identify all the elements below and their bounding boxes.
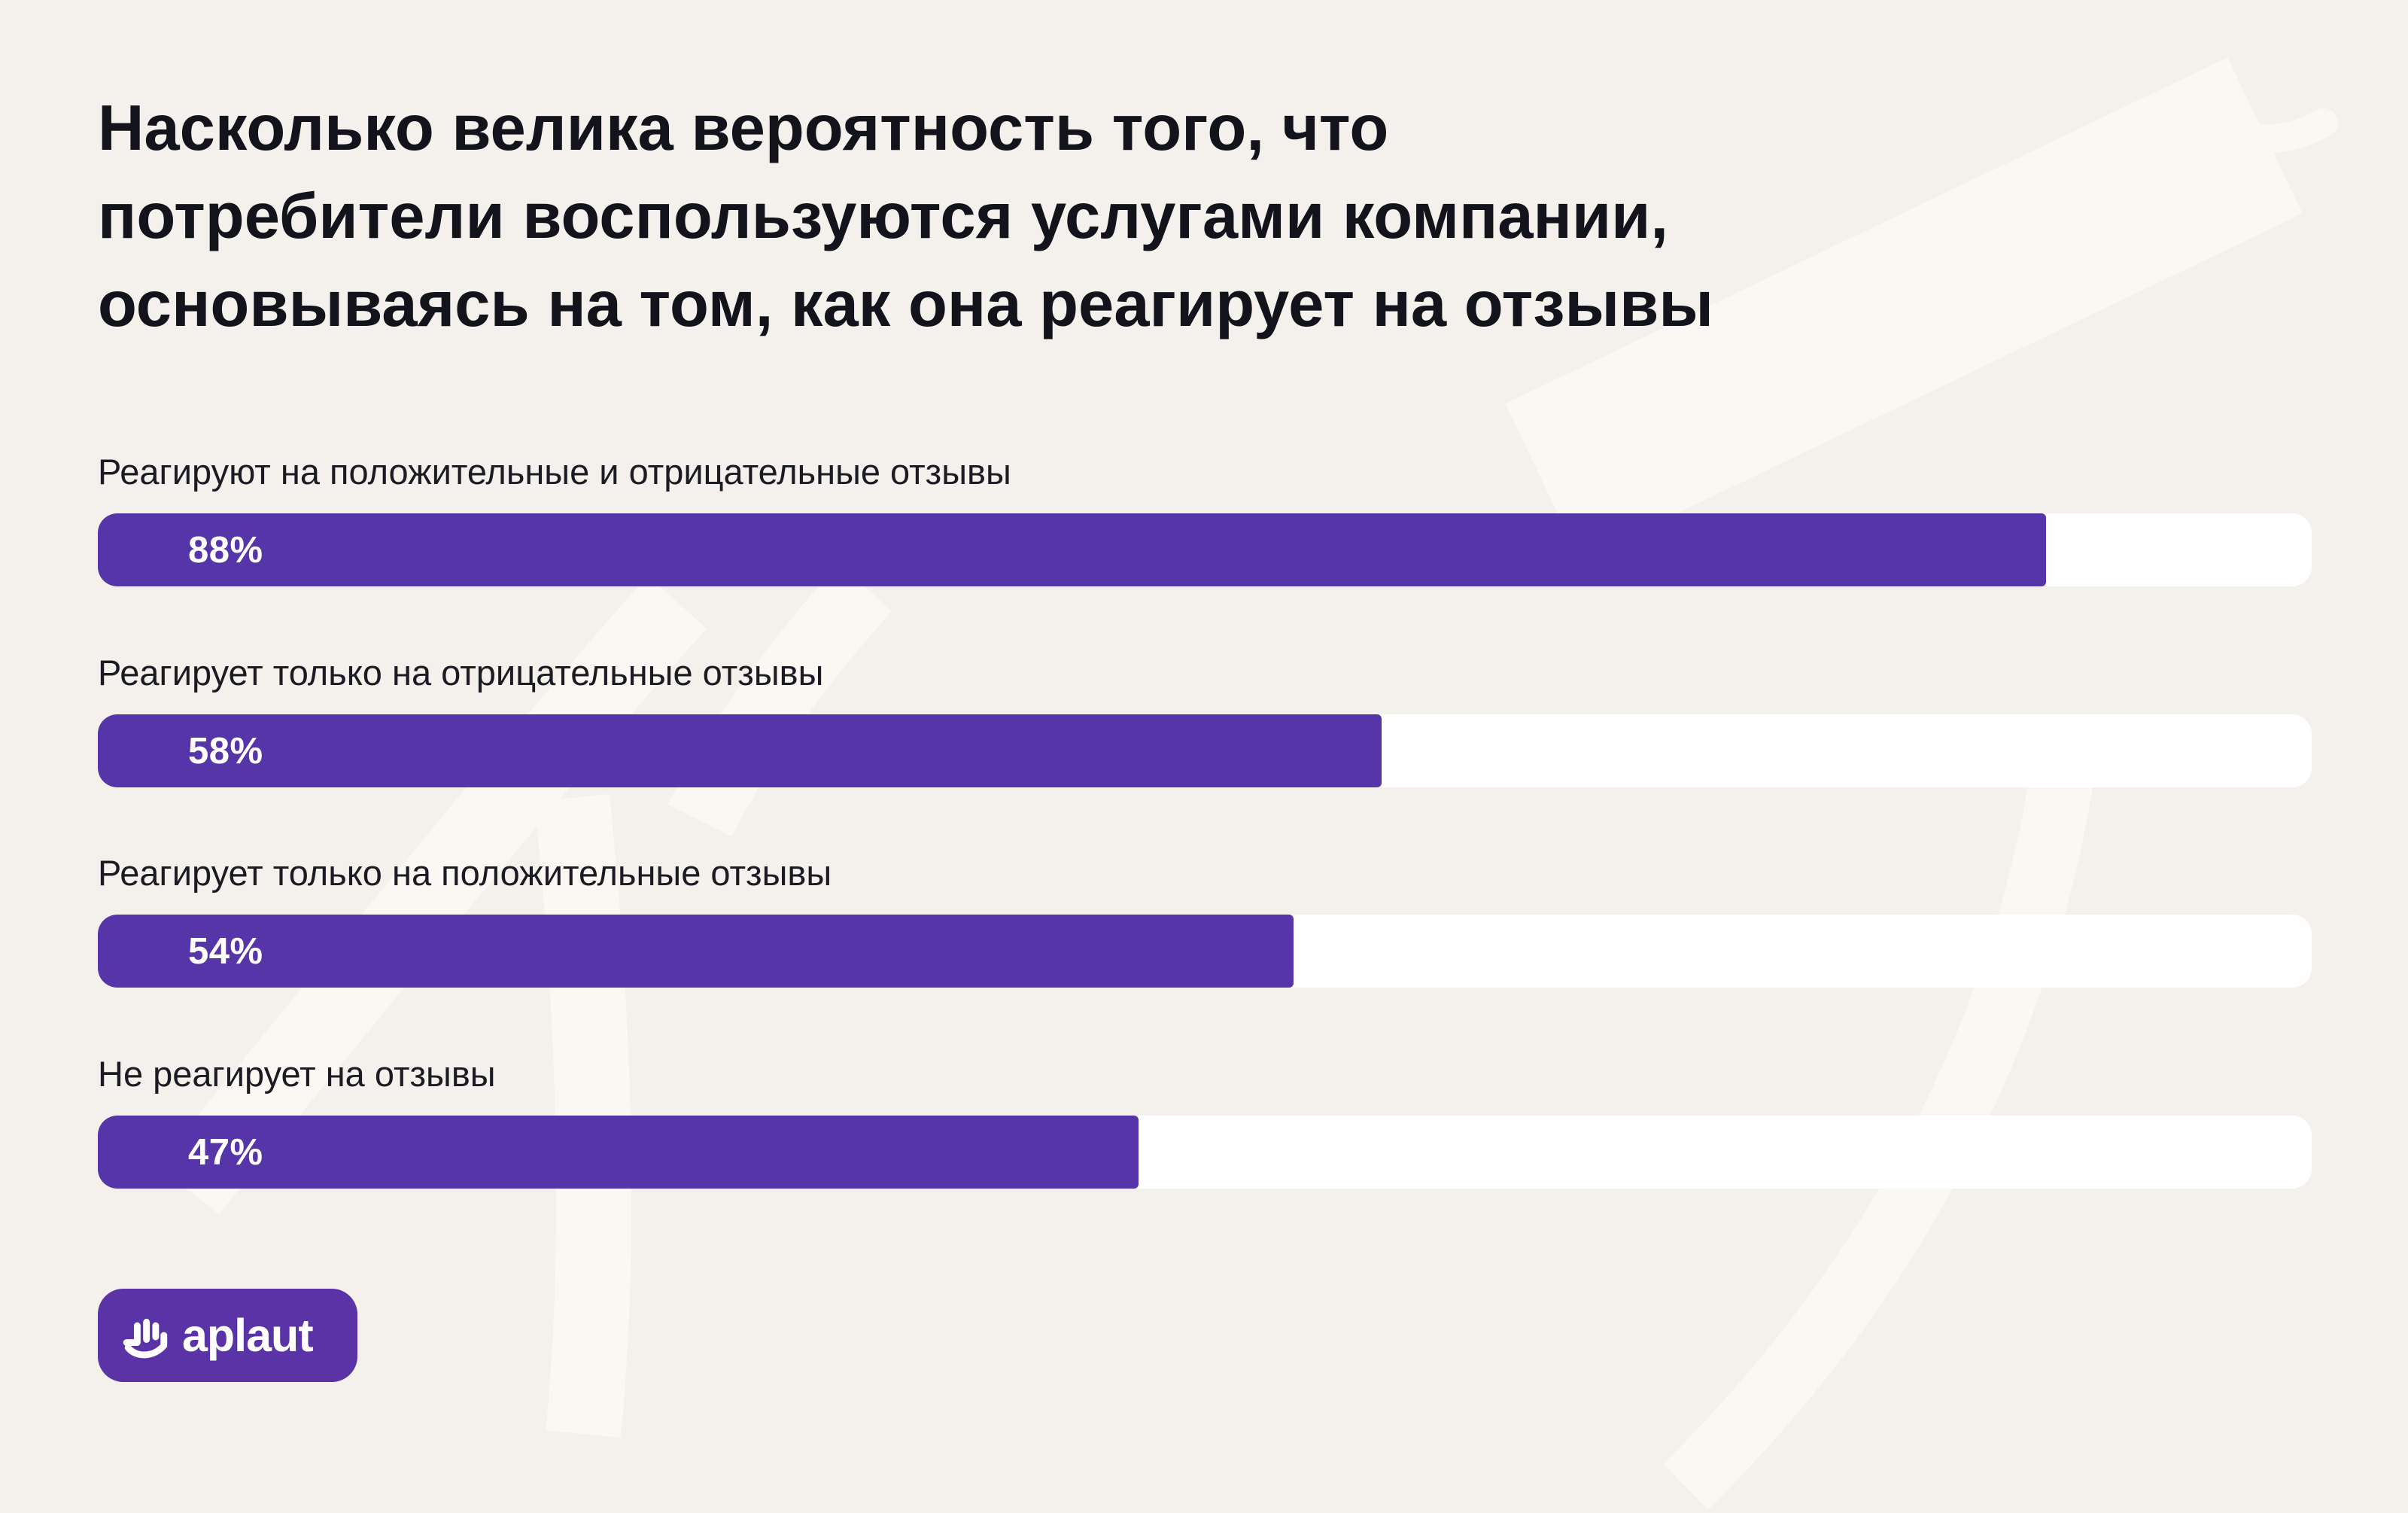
bar-row: Реагируют на положительные и отрицательн…: [98, 450, 2312, 586]
bar-row: Реагирует только на отрицательные отзывы…: [98, 651, 2312, 787]
bar-value: 54%: [188, 930, 263, 972]
hand-clap-icon: [123, 1318, 168, 1359]
bar-fill: 54%: [98, 915, 1294, 988]
bar-fill: 47%: [98, 1116, 1139, 1189]
bar-fill: 58%: [98, 714, 1382, 787]
bar-label: Реагирует только на отрицательные отзывы: [98, 653, 824, 693]
bar-row: Реагирует только на положительные отзывы…: [98, 851, 2312, 988]
page-title: Насколько велика вероятность того, что п…: [98, 84, 1713, 349]
bar-track: 88%: [98, 513, 2312, 586]
title-line: потребители воспользуются услугами компа…: [98, 181, 1669, 252]
logo-wordmark: aplaut: [182, 1310, 314, 1361]
bar-label: Реагируют на положительные и отрицательн…: [98, 452, 1011, 492]
bar-label: Не реагирует на отзывы: [98, 1054, 496, 1094]
bar-value: 47%: [188, 1131, 263, 1173]
bar-value: 58%: [188, 730, 263, 772]
bar-row: Не реагирует на отзывы 47%: [98, 1052, 2312, 1189]
title-line: Насколько велика вероятность того, что: [98, 93, 1389, 164]
aplaut-logo: aplaut: [98, 1289, 357, 1382]
title-line: основываясь на том, как она реагирует на…: [98, 269, 1713, 340]
bar-value: 88%: [188, 529, 263, 571]
bar-track: 58%: [98, 714, 2312, 787]
decor-crescent-top-right: [2197, 108, 2338, 154]
bar-track: 54%: [98, 915, 2312, 988]
bar-label: Реагирует только на положительные отзывы: [98, 853, 832, 893]
bar-track: 47%: [98, 1116, 2312, 1189]
bar-fill: 88%: [98, 513, 2046, 586]
